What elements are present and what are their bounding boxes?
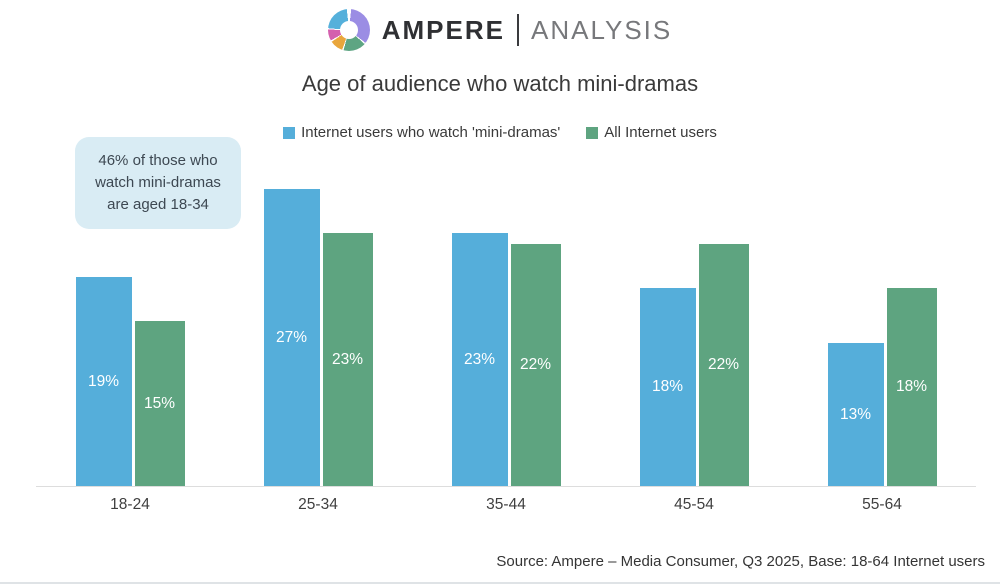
x-axis-label-55-64: 55-64	[862, 496, 902, 513]
bar-watchers-55-64: 13%	[827, 343, 884, 486]
bar-all-users-25-34: 23%	[322, 233, 373, 486]
bar-group-25-34: 27% 23%	[224, 137, 412, 486]
bar-watchers-35-44: 23%	[451, 233, 508, 486]
bar-value-label: 22%	[707, 356, 740, 373]
x-axis-labels: 18-24 25-34 35-44 45-54 55-64	[36, 496, 976, 514]
x-axis-label-45-54: 45-54	[674, 496, 714, 513]
bar-group-35-44: 23% 22%	[412, 137, 600, 486]
source-note: Source: Ampere – Media Consumer, Q3 2025…	[496, 553, 985, 570]
bar-all-users-55-64: 18%	[886, 288, 937, 486]
bar-watchers-45-54: 18%	[639, 288, 696, 486]
bar-group-45-54: 18% 22%	[600, 137, 788, 486]
donut-chart-logo-icon	[327, 9, 370, 51]
bar-group-18-24: 19% 15%	[36, 137, 224, 486]
bar-value-label: 22%	[519, 356, 552, 373]
plot-area: 19% 15% 27% 23% 23% 22% 18% 22% 13% 18%	[36, 137, 976, 487]
bar-value-label: 23%	[331, 350, 364, 368]
chart-legend: Internet users who watch 'mini-dramas' A…	[0, 124, 1000, 141]
bar-value-label: 27%	[275, 328, 308, 346]
bar-all-users-45-54: 22%	[698, 244, 749, 486]
bar-value-label: 15%	[143, 394, 176, 412]
legend-item-all-users: All Internet users	[586, 124, 717, 141]
annotation-callout: 46% of those who watch mini-dramas are a…	[75, 137, 241, 229]
legend-item-watchers: Internet users who watch 'mini-dramas'	[283, 124, 560, 141]
bar-watchers-25-34: 27%	[263, 189, 320, 486]
bar-value-label: 13%	[839, 405, 872, 423]
legend-label-all-users: All Internet users	[604, 124, 717, 141]
bar-group-55-64: 13% 18%	[788, 137, 976, 486]
brand-name: AMPERE	[381, 14, 505, 45]
brand-divider	[517, 14, 519, 46]
ampere-analysis-logo: AMPERE ANALYSIS	[0, 8, 1000, 52]
chart-title: Age of audience who watch mini-dramas	[301, 71, 699, 96]
bar-all-users-18-24: 15%	[134, 321, 185, 486]
bar-watchers-18-24: 19%	[75, 277, 132, 486]
bar-value-label: 18%	[651, 378, 684, 395]
legend-label-watchers: Internet users who watch 'mini-dramas'	[301, 124, 561, 141]
x-axis-label-25-34: 25-34	[298, 496, 338, 513]
bar-value-label: 23%	[463, 350, 496, 368]
annotation-text: 46% of those who watch mini-dramas are a…	[95, 152, 221, 213]
bar-value-label: 19%	[87, 372, 120, 390]
bar-all-users-35-44: 22%	[510, 244, 561, 486]
bar-value-label: 18%	[895, 378, 928, 395]
legend-swatch-watchers-icon	[283, 126, 296, 139]
brand-name-secondary: ANALYSIS	[531, 14, 673, 45]
legend-swatch-all-users-icon	[586, 126, 599, 139]
x-axis-label-35-44: 35-44	[486, 496, 526, 513]
x-axis-label-18-24: 18-24	[110, 496, 150, 513]
bar-chart: 19% 15% 27% 23% 23% 22% 18% 22% 13% 18% 18-24 25-3…	[36, 137, 976, 514]
